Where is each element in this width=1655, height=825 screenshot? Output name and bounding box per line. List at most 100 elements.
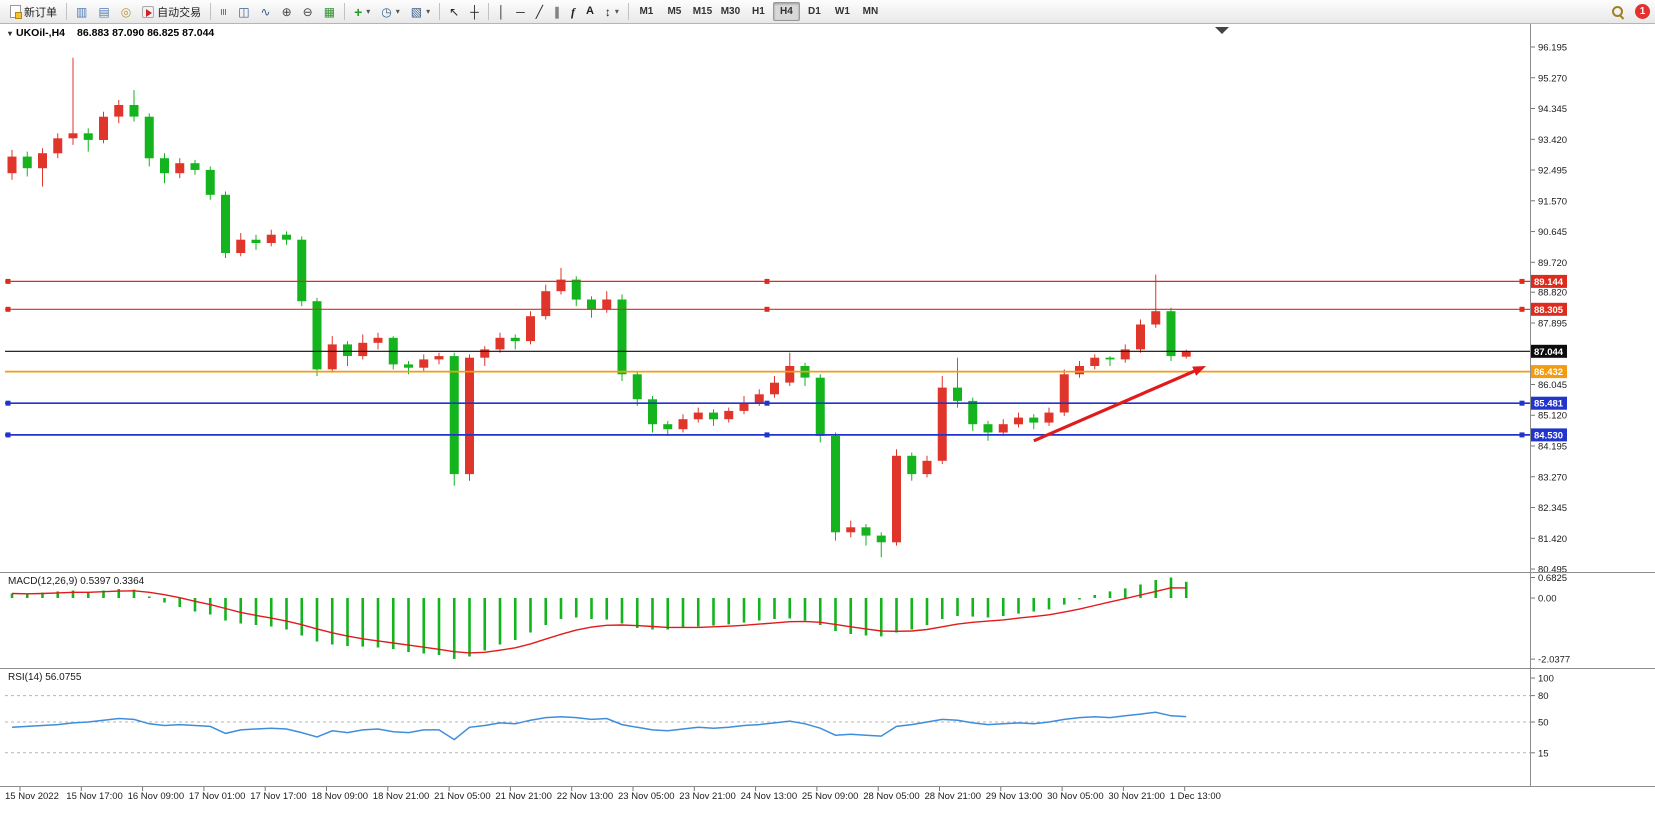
auto-trading-icon [142, 5, 155, 18]
notification-badge[interactable]: 1 [1635, 4, 1650, 19]
time-axis-label: 28 Nov 21:00 [925, 791, 982, 802]
fibonacci-icon: f [570, 4, 575, 19]
line-handle[interactable] [5, 400, 11, 406]
candle [1044, 412, 1054, 423]
candlestick-type-button[interactable]: ◫ [233, 2, 254, 22]
macd-label: MACD(12,26,9) 0.5397 0.3364 [8, 576, 145, 587]
indicators-icon: + [354, 3, 363, 20]
candle [129, 105, 139, 117]
channel-button[interactable]: ∥ [549, 2, 565, 22]
symbol-dropdown-icon[interactable]: ▾ [8, 28, 13, 38]
navigator-icon: ◎ [120, 4, 132, 19]
price-level-badge [1531, 365, 1567, 379]
candle [404, 364, 413, 368]
auto-trading-button[interactable]: 自动交易 [137, 2, 206, 22]
time-axis-label: 21 Nov 05:00 [434, 791, 491, 802]
line-handle[interactable] [764, 432, 770, 438]
timeframe-m1-button[interactable]: M1 [633, 2, 660, 21]
candle [587, 299, 596, 310]
trend-arrow-head [1192, 366, 1207, 376]
candle [571, 279, 581, 300]
candle [343, 344, 352, 356]
periods-button[interactable]: ◷ ▾ [376, 2, 405, 22]
candle [510, 337, 520, 342]
candle [1151, 311, 1161, 325]
data-window-button[interactable]: ▤ [93, 2, 114, 22]
price-axis-label: 81.420 [1538, 534, 1567, 545]
chart-shift-marker[interactable] [1215, 27, 1229, 34]
timeframe-m30-button[interactable]: M30 [717, 2, 744, 21]
macd-axis-label: -2.0377 [1538, 655, 1570, 666]
timeframe-m5-button[interactable]: M5 [661, 2, 688, 21]
chart-title: ▾ UKOil-,H4 86.883 87.090 86.825 87.044 [8, 27, 214, 39]
candle [663, 424, 673, 430]
zoom-out-button[interactable]: ⊖ [298, 2, 318, 22]
line-handle[interactable] [1519, 400, 1525, 406]
time-axis-label: 17 Nov 17:00 [250, 791, 307, 802]
time-axis-label: 25 Nov 09:00 [802, 791, 859, 802]
cursor-button[interactable]: ↖ [444, 2, 464, 22]
trendline-button[interactable]: ╱ [531, 2, 548, 22]
bar-chart-type-button[interactable]: ≡ [215, 2, 232, 22]
rsi-line [11, 711, 1187, 741]
candle [83, 133, 93, 140]
candle [190, 163, 200, 170]
text-button[interactable]: A [581, 2, 599, 22]
templates-button[interactable]: ▧ ▾ [406, 2, 435, 22]
line-handle[interactable] [764, 306, 770, 312]
new-order-button[interactable]: 新订单 [5, 2, 62, 22]
market-watch-button[interactable]: ▥ [71, 2, 92, 22]
crosshair-button[interactable]: ┼ [465, 2, 484, 22]
candle [876, 535, 886, 543]
fibonacci-button[interactable]: f [566, 2, 580, 22]
candle [465, 357, 474, 475]
candle [770, 382, 779, 395]
candle [99, 116, 108, 140]
indicators-button[interactable]: + ▾ [349, 2, 375, 22]
candle [846, 527, 856, 533]
search-icon [1610, 4, 1625, 19]
zoom-in-button[interactable]: ⊕ [277, 2, 297, 22]
vertical-line-icon: │ [497, 4, 506, 19]
toolbar-separator [487, 3, 489, 20]
timeframe-w1-button[interactable]: W1 [829, 2, 856, 21]
line-handle[interactable] [764, 278, 770, 284]
timeframe-h1-button[interactable]: H1 [745, 2, 772, 21]
candle [1181, 351, 1191, 357]
price-axis-label: 83.270 [1538, 472, 1567, 483]
new-order-button-label: 新订单 [24, 6, 57, 19]
trend-arrow[interactable] [1033, 369, 1195, 443]
vertical-line-button[interactable]: │ [493, 2, 511, 22]
timeframe-mn-button[interactable]: MN [857, 2, 884, 21]
timeframe-d1-button[interactable]: D1 [801, 2, 828, 21]
horizontal-line-button[interactable]: ─ [511, 2, 530, 22]
line-handle[interactable] [5, 306, 11, 312]
timeframe-m15-button[interactable]: M15 [689, 2, 716, 21]
search-button[interactable] [1605, 2, 1630, 22]
price-axis-label: 91.570 [1538, 196, 1567, 207]
candle [831, 435, 840, 533]
navigator-button[interactable]: ◎ [116, 2, 136, 22]
candle [282, 234, 291, 240]
data-window-icon: ▤ [98, 4, 110, 19]
price-level-badge [1531, 344, 1567, 358]
arrows-button[interactable]: ↕ ▾ [600, 2, 624, 22]
new-order-icon [10, 5, 22, 19]
line-chart-type-button[interactable]: ∿ [256, 2, 276, 22]
line-handle[interactable] [1519, 306, 1525, 312]
price-level-badge-label: 87.044 [1534, 347, 1564, 358]
rsi-label: RSI(14) 56.0755 [8, 672, 82, 683]
candle [556, 279, 566, 292]
line-handle[interactable] [1519, 432, 1525, 438]
line-handle[interactable] [764, 400, 770, 406]
timeframe-h4-button[interactable]: H4 [772, 2, 800, 21]
grid-button[interactable]: ▦ [319, 2, 340, 22]
candle [221, 194, 230, 253]
dropdown-arrow-icon: ▾ [426, 7, 431, 16]
time-axis-label: 18 Nov 09:00 [312, 791, 369, 802]
candle [312, 301, 322, 370]
line-handle[interactable] [1519, 278, 1525, 284]
time-axis-label: 22 Nov 13:00 [557, 791, 614, 802]
line-handle[interactable] [5, 278, 11, 284]
line-handle[interactable] [5, 432, 11, 438]
